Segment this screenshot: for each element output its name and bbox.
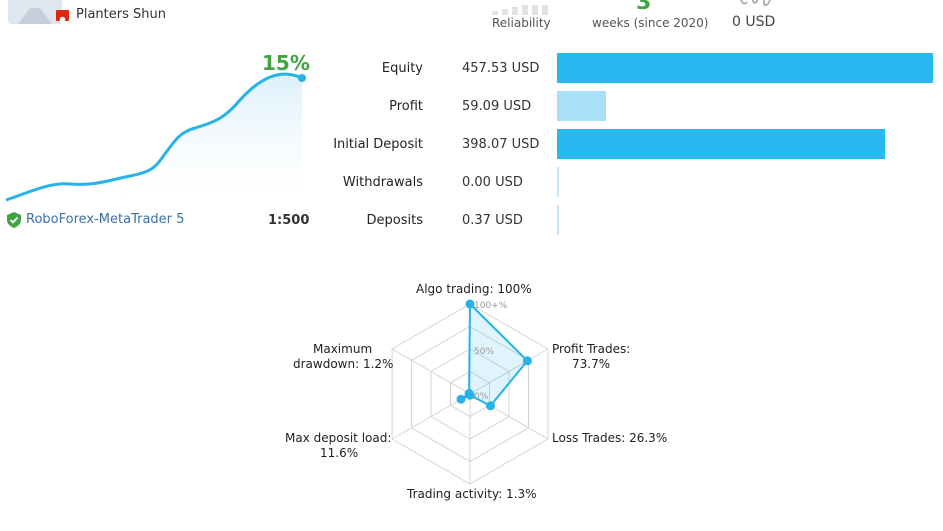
owner-name[interactable]: Planters Shun — [76, 7, 166, 22]
stat-value-deposits: 0.37 USD — [462, 213, 523, 228]
stat-value-profit: 59.09 USD — [462, 99, 532, 114]
weeks-count: 3 — [636, 0, 652, 15]
radar-scale-0: 0% — [474, 392, 489, 402]
reliability-label: Reliability — [492, 16, 551, 30]
leverage: 1:500 — [268, 213, 310, 228]
subscription-icon — [738, 0, 774, 12]
stat-bar-initial-deposit — [557, 129, 885, 159]
stat-value-withdrawals: 0.00 USD — [462, 175, 523, 190]
reliability-bars-icon — [492, 0, 554, 15]
growth-line — [5, 72, 303, 202]
radar-point — [465, 299, 475, 309]
growth-area — [6, 74, 302, 204]
radar-scale-100: 100+% — [474, 301, 508, 311]
radar-grid-spoke — [469, 348, 549, 395]
growth-endpoint — [298, 74, 306, 82]
radar-point — [464, 389, 474, 398]
radar-grid-spoke — [391, 393, 471, 440]
stat-label-withdrawals: Withdrawals — [342, 175, 423, 190]
growth-percent: 15% — [262, 51, 310, 75]
growth-chart — [5, 72, 306, 204]
radar-chart: 100+% 50% 0% — [391, 299, 549, 485]
radar-scale-50: 50% — [474, 347, 494, 357]
radar-grid-spoke — [391, 348, 471, 395]
radar-label-max-drawdown-1: Maximum — [313, 342, 373, 356]
verified-shield-icon — [7, 212, 21, 228]
stat-label-initial-deposit: Initial Deposit — [333, 137, 423, 152]
radar-label-algo-trading: Algo trading: 100% — [416, 282, 532, 296]
avatar-silhouette-icon — [18, 8, 52, 24]
radar-label-trading-activity: Trading activity: 1.3% — [407, 487, 537, 501]
stat-value-initial-deposit: 398.07 USD — [462, 137, 540, 152]
radar-point — [486, 401, 495, 411]
radar-label-max-deposit-load-2: 11.6% — [320, 446, 359, 460]
radar-label-max-deposit-load-1: Max deposit load: — [285, 431, 392, 445]
avatar[interactable] — [8, 0, 62, 24]
stat-label-equity: Equity — [381, 61, 423, 76]
usd-value: 0 USD — [732, 14, 776, 30]
weeks-label: weeks (since 2020) — [592, 16, 709, 30]
radar-point — [456, 394, 466, 404]
radar-label-max-drawdown-2: drawdown: 1.2% — [293, 357, 394, 371]
stat-bar-deposits — [557, 205, 559, 235]
radar-label-profit-trades-1: Profit Trades: — [552, 342, 631, 356]
stat-label-deposits: Deposits — [366, 213, 423, 228]
broker-link[interactable]: RoboForex-MetaTrader 5 — [26, 212, 185, 227]
hong-kong-flag-icon — [56, 10, 69, 23]
radar-point — [522, 356, 532, 366]
radar-label-profit-trades-2: 73.7% — [572, 357, 611, 371]
stat-bar-equity — [557, 53, 933, 83]
stat-bar-profit — [557, 91, 606, 121]
radar-label-loss-trades: Loss Trades: 26.3% — [552, 431, 668, 445]
stat-bar-withdrawals — [557, 167, 559, 197]
stat-value-equity: 457.53 USD — [462, 61, 540, 76]
stat-label-profit: Profit — [389, 99, 423, 114]
